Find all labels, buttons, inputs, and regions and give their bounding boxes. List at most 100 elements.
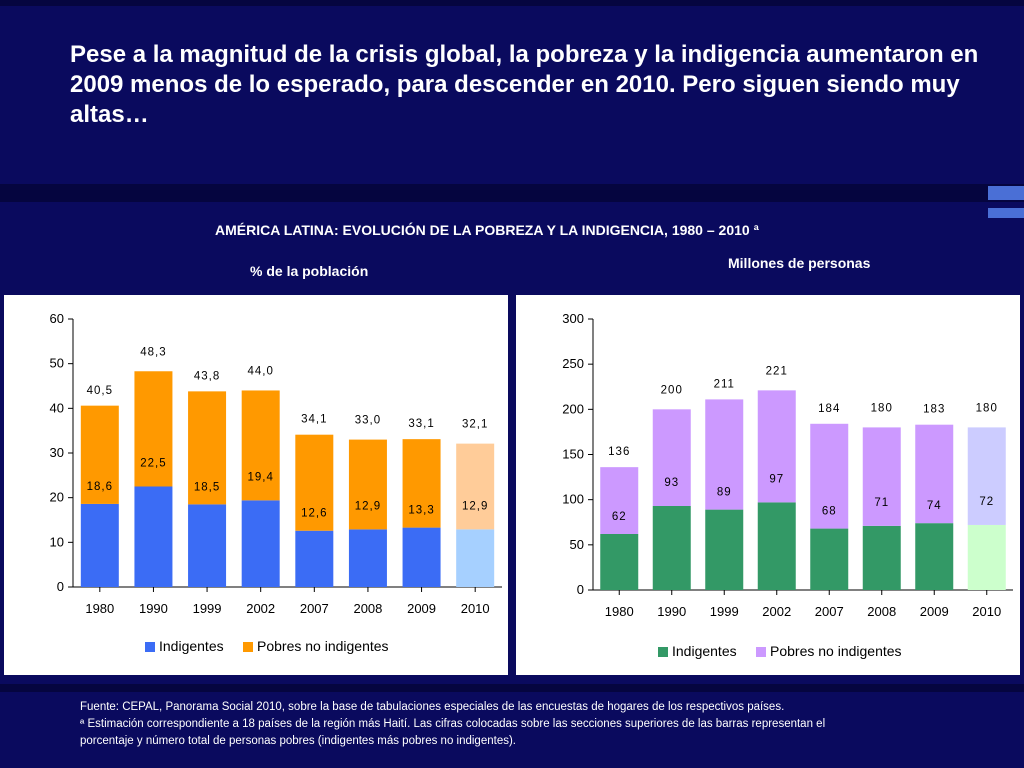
- accent-bar-2: [988, 208, 1024, 218]
- total-data-label: 44,0: [247, 365, 273, 377]
- divider-stripe: [0, 184, 1024, 202]
- x-tick-label: 2009: [920, 604, 949, 619]
- y-tick-label: 60: [50, 311, 64, 326]
- x-tick-label: 2010: [461, 601, 490, 616]
- bar-indigentes: [810, 528, 849, 590]
- y-tick-label: 30: [50, 445, 64, 460]
- total-data-label: 211: [714, 378, 735, 390]
- x-tick-label: 2010: [972, 604, 1001, 619]
- footnote-line: Fuente: CEPAL, Panorama Social 2010, sob…: [80, 701, 785, 713]
- y-tick-label: 0: [57, 579, 64, 594]
- y-tick-label: 250: [562, 356, 584, 371]
- total-data-label: 43,8: [194, 370, 220, 382]
- bar-indigentes: [456, 529, 495, 587]
- indigentes-data-label: 12,9: [355, 500, 381, 512]
- bar-pobres-no-indigentes: [456, 443, 495, 530]
- indigentes-data-label: 68: [822, 506, 837, 518]
- x-tick-label: 2009: [407, 601, 436, 616]
- bar-pobres-no-indigentes: [705, 399, 744, 510]
- y-tick-label: 40: [50, 400, 64, 415]
- bar-indigentes: [757, 502, 796, 590]
- legend-label-pobres-no-indigentes: Pobres no indigentes: [257, 638, 389, 654]
- y-tick-label: 50: [50, 356, 64, 371]
- poverty-millions-chart-panel: 0 50 100 150 200 250 300 1980 62 136 1990 93 200 1999…: [516, 295, 1020, 675]
- indigentes-data-label: 71: [874, 497, 889, 509]
- chart-heading: AMÉRICA LATINA: EVOLUCIÓN DE LA POBREZA …: [215, 222, 759, 238]
- bottom-stripe: [0, 684, 1024, 692]
- total-data-label: 184: [818, 403, 840, 415]
- bar-indigentes: [600, 533, 639, 590]
- x-tick-label: 2008: [353, 601, 382, 616]
- poverty-percent-chart-panel: 0 10 20 30 40 50 60 1980 18,6 40,5 1990 22,5 48,3 199…: [4, 295, 508, 675]
- indigentes-data-label: 18,5: [194, 481, 220, 493]
- indigentes-data-label: 18,6: [87, 481, 113, 493]
- x-tick-label: 2002: [762, 604, 791, 619]
- x-tick-label: 1990: [139, 601, 168, 616]
- y-tick-label: 300: [562, 311, 584, 326]
- x-tick-label: 1990: [657, 604, 686, 619]
- bar-pobres-no-indigentes: [967, 427, 1006, 525]
- indigentes-data-label: 74: [927, 500, 942, 512]
- indigentes-data-label: 72: [979, 496, 994, 508]
- indigentes-data-label: 13,3: [408, 505, 434, 517]
- legend-label-pobres-no-indigentes: Pobres no indigentes: [770, 643, 902, 659]
- bar-pobres-no-indigentes: [295, 434, 334, 531]
- bar-pobres-no-indigentes: [757, 390, 796, 503]
- total-data-label: 136: [608, 446, 630, 458]
- legend-swatch-indigentes: [145, 642, 155, 652]
- bar-indigentes: [80, 503, 119, 587]
- indigentes-data-label: 89: [717, 487, 732, 499]
- total-data-label: 180: [976, 402, 998, 414]
- bar-pobres-no-indigentes: [80, 405, 119, 504]
- indigentes-data-label: 12,6: [301, 508, 327, 520]
- accent-bar-1: [988, 186, 1024, 200]
- x-tick-label: 1980: [605, 604, 634, 619]
- x-tick-label: 1999: [193, 601, 222, 616]
- x-tick-label: 1999: [710, 604, 739, 619]
- poverty-millions-chart: 0 50 100 150 200 250 300 1980 62 136 1990 93 200 1999…: [562, 311, 1013, 659]
- bar-indigentes: [402, 527, 441, 587]
- total-data-label: 40,5: [87, 385, 113, 397]
- bar-pobres-no-indigentes: [652, 409, 691, 506]
- bar-indigentes: [295, 530, 334, 587]
- bar-pobres-no-indigentes: [862, 427, 901, 526]
- legend-swatch-pobres-no-indigentes: [756, 647, 766, 657]
- x-tick-label: 2007: [815, 604, 844, 619]
- indigentes-data-label: 22,5: [140, 458, 166, 470]
- bar-indigentes: [862, 525, 901, 590]
- bar-pobres-no-indigentes: [134, 371, 173, 487]
- total-data-label: 221: [766, 365, 788, 377]
- indigentes-data-label: 62: [612, 511, 627, 523]
- legend-label-indigentes: Indigentes: [159, 638, 224, 654]
- total-data-label: 200: [661, 384, 683, 396]
- left-chart-subtitle: % de la población: [250, 263, 369, 279]
- bar-indigentes: [705, 509, 744, 590]
- total-data-label: 33,1: [408, 418, 434, 430]
- bar-indigentes: [915, 523, 954, 590]
- bar-indigentes: [188, 504, 227, 587]
- x-tick-label: 2007: [300, 601, 329, 616]
- legend-swatch-pobres-no-indigentes: [243, 642, 253, 652]
- source-footnote: Fuente: CEPAL, Panorama Social 2010, sob…: [80, 699, 980, 750]
- total-data-label: 34,1: [301, 414, 327, 426]
- total-data-label: 180: [871, 402, 893, 414]
- bar-pobres-no-indigentes: [241, 390, 280, 501]
- bar-pobres-no-indigentes: [188, 391, 227, 505]
- right-chart-subtitle: Millones de personas: [728, 255, 871, 271]
- y-tick-label: 200: [562, 401, 584, 416]
- bar-pobres-no-indigentes: [600, 467, 639, 534]
- y-tick-label: 10: [50, 534, 64, 549]
- poverty-percent-chart: 0 10 20 30 40 50 60 1980 18,6 40,5 1990 22,5 48,3 199…: [50, 311, 502, 654]
- y-tick-label: 100: [562, 492, 584, 507]
- indigentes-data-label: 93: [664, 477, 679, 489]
- bar-pobres-no-indigentes: [810, 423, 849, 529]
- total-data-label: 32,1: [462, 419, 488, 431]
- y-tick-label: 150: [562, 447, 584, 462]
- x-tick-label: 2002: [246, 601, 275, 616]
- bar-pobres-no-indigentes: [348, 439, 387, 530]
- top-stripe: [0, 0, 1024, 6]
- legend-label-indigentes: Indigentes: [672, 643, 737, 659]
- total-data-label: 48,3: [140, 346, 166, 358]
- y-tick-label: 20: [50, 490, 64, 505]
- indigentes-data-label: 97: [769, 473, 784, 485]
